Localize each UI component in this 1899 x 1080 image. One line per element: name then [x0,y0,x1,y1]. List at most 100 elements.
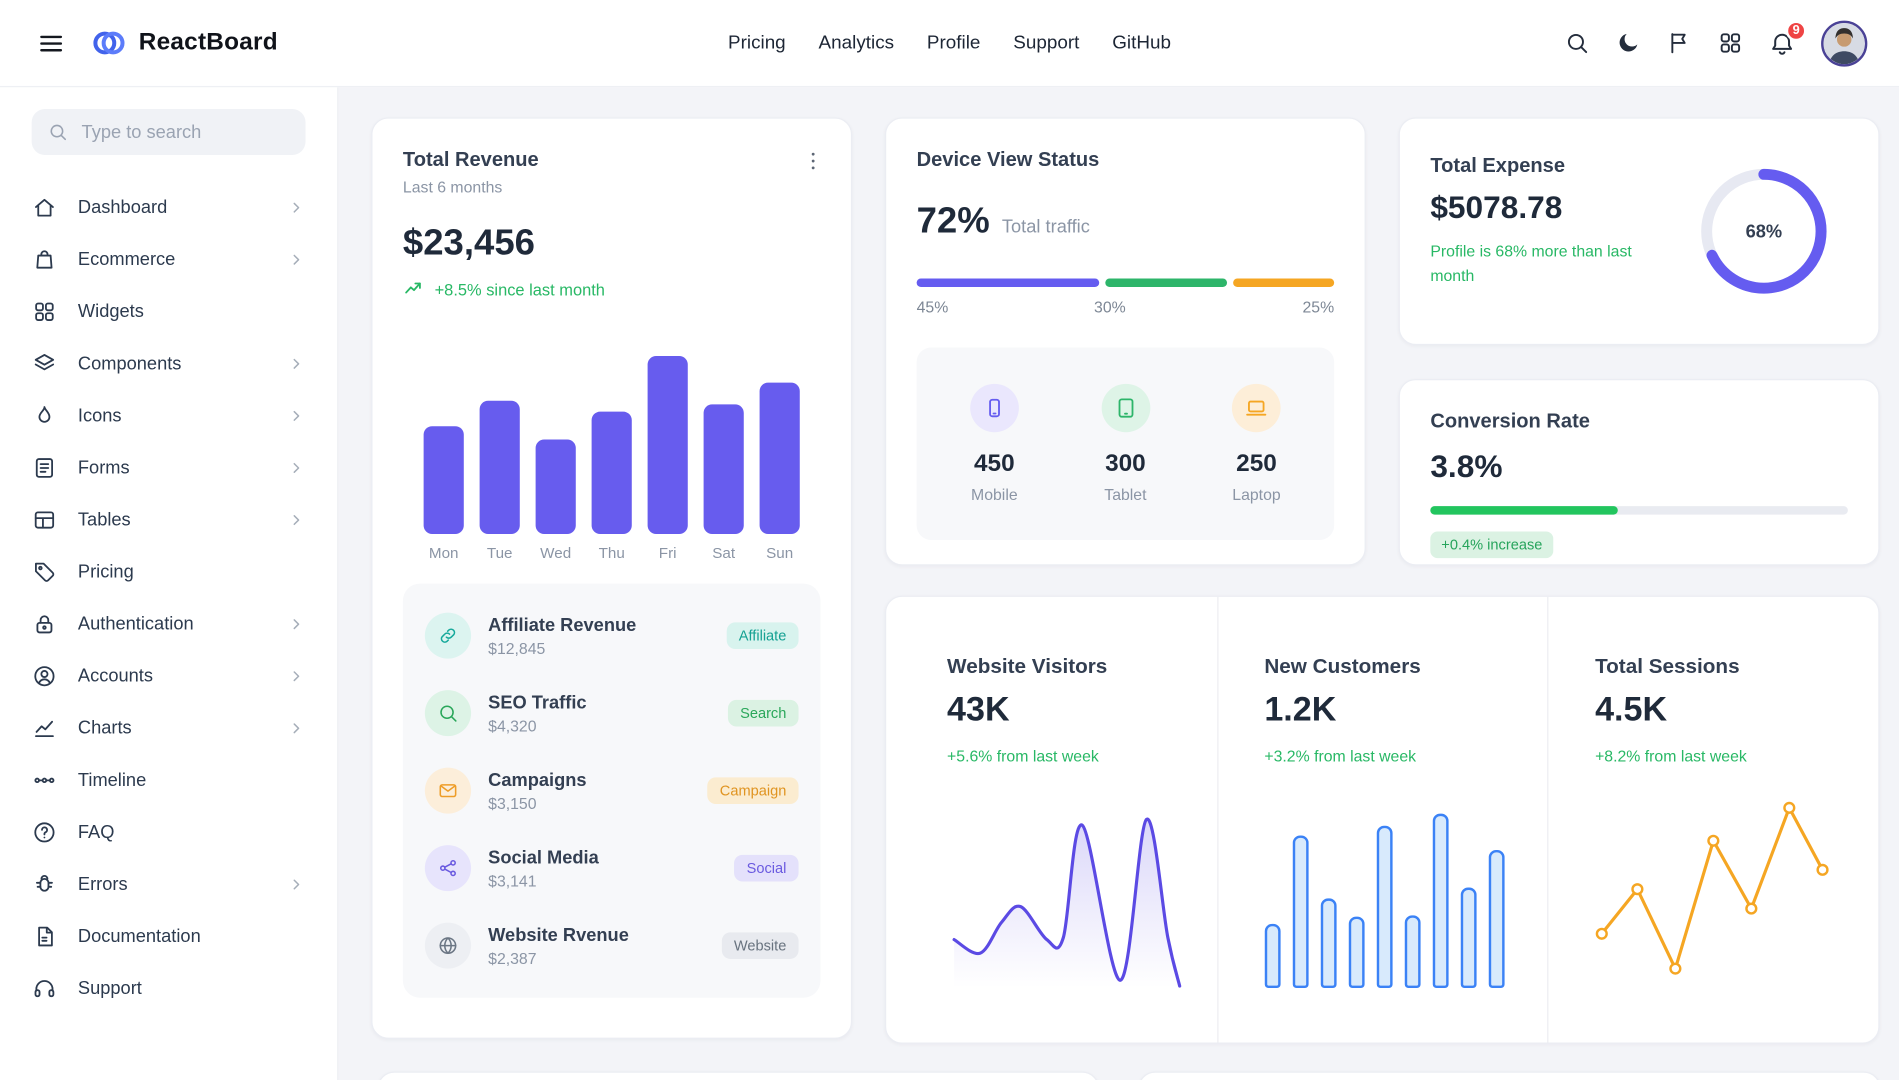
source-name: Website Rvenue [488,924,629,946]
sidebar-item-label: Authentication [77,613,194,635]
components-icon [32,351,58,376]
revenue-bar-fri: Fri [647,355,688,562]
partial-card-left [377,1071,1100,1080]
headset-icon [32,976,58,1001]
timeline-icon [32,768,58,793]
total-traffic-caption: Total traffic [1001,216,1090,238]
navbar-actions: 9 [1564,19,1868,66]
nav-link-pricing[interactable]: Pricing [728,32,786,54]
brand-name: ReactBoard [138,29,278,56]
revenue-card-subtitle: Last 6 months [402,177,503,197]
apps-grid-icon [1718,30,1744,55]
revenue-bar-chart: Mon Tue Wed Thu Fri Sat Sun [403,355,821,562]
sidebar-item-charts[interactable]: Charts [0,702,337,754]
device-stats-box: 450 Mobile 300 Tablet 250 Laptop [916,347,1335,541]
nav-link-github[interactable]: GitHub [1112,32,1171,54]
laptop-icon [1232,383,1281,433]
nav-link-profile[interactable]: Profile [926,32,981,54]
revenue-trend-text: +8.5% since last month [434,280,605,299]
sidebar-item-widgets[interactable]: Widgets [0,286,337,338]
device-tile-mobile: 450 Mobile [929,383,1060,504]
dark-mode-toggle[interactable] [1615,30,1641,55]
revenue-bar-tue: Tue [479,400,520,562]
top-navbar: ReactBoard Pricing Analytics Profile Suppor… [0,0,1899,88]
sidebar-item-label: Components [77,353,182,375]
stat-value: 4.5K [1595,690,1668,728]
hamburger-menu-button[interactable] [32,24,71,63]
sidebar-item-components[interactable]: Components [0,338,337,390]
table-icon [32,507,58,532]
nav-link-analytics[interactable]: Analytics [818,32,895,54]
revenue-bar-label: Sat [712,544,736,562]
sidebar-item-timeline[interactable]: Timeline [0,754,337,806]
revenue-source-seo-traffic: SEO Traffic $4,320 Search [424,674,799,751]
source-badge: Search [727,699,799,727]
sidebar-item-authentication[interactable]: Authentication [0,598,337,650]
sidebar-item-label: Charts [77,718,132,739]
sidebar-item-label: Ecommerce [77,249,176,271]
sidebar-item-forms[interactable]: Forms [0,442,337,494]
sidebar-item-support[interactable]: Support [0,963,337,1015]
notifications-button[interactable]: 9 [1769,19,1807,57]
device-view-status-card: Device View Status 72% Total traffic 45%… [884,117,1366,566]
traffic-segment-label: 30% [1094,297,1126,317]
chevron-right-icon [287,875,305,893]
share-icon [424,845,472,892]
sidebar-item-label: Errors [77,874,128,895]
sidebar-item-label: Pricing [77,561,134,583]
apps-menu-button[interactable] [1718,30,1744,55]
sidebar-item-label: Forms [77,457,130,479]
sidebar-item-pricing[interactable]: Pricing [0,546,337,598]
source-badge: Affiliate [726,622,799,649]
stat-delta: +5.6% from last week [947,747,1099,766]
sidebar-item-documentation[interactable]: Documentation [0,911,337,963]
nav-link-support[interactable]: Support [1013,32,1080,54]
revenue-bar-label: Wed [540,544,572,562]
stat-value: 43K [947,690,1010,728]
stat-title: Total Sessions [1595,655,1740,679]
sidebar-item-dashboard[interactable]: Dashboard [0,182,337,234]
sidebar-item-faq[interactable]: FAQ [0,806,337,858]
sidebar-search-input[interactable] [31,108,306,155]
donut-percent-label: 68% [1745,220,1783,242]
revenue-source-campaigns: Campaigns $3,150 Campaign [424,752,799,829]
sidebar-item-tables[interactable]: Tables [0,494,337,546]
revenue-card-title: Total Revenue [402,148,539,171]
sidebar-item-errors[interactable]: Errors [0,858,337,910]
sidebar-item-accounts[interactable]: Accounts [0,650,337,702]
total-revenue-amount: $23,456 [402,222,535,263]
sidebar-item-icons[interactable]: Icons [0,390,337,442]
revenue-source-social-media: Social Media $3,141 Social [424,829,799,906]
hamburger-icon [37,28,66,57]
user-avatar[interactable] [1821,19,1868,66]
device-tile-laptop: 250 Laptop [1191,383,1322,504]
sidebar-item-ecommerce[interactable]: Ecommerce [0,234,337,286]
mobile-icon [969,383,1019,433]
source-name: SEO Traffic [488,691,587,713]
source-value: $4,320 [488,716,537,735]
brand[interactable]: ReactBoard [90,24,278,62]
sidebar-item-label: Dashboard [77,197,168,218]
device-card-title: Device View Status [916,148,1100,171]
total-expense-amount: $5078.78 [1430,188,1563,226]
search-icon [424,690,472,737]
total-traffic: 72% Total traffic [917,201,1335,242]
conversion-rate-value: 3.8% [1430,447,1503,485]
source-badge: Social [734,854,799,882]
widgets-icon [32,299,58,324]
device-count: 250 [1236,450,1277,478]
device-count: 450 [974,450,1015,478]
search-button[interactable] [1564,30,1590,55]
flag-button[interactable] [1666,30,1692,55]
card-options-button[interactable] [799,147,828,176]
expense-card-title: Total Expense [1430,154,1566,177]
source-name: Affiliate Revenue [488,614,637,636]
expense-note: Profile is 68% more than last month [1430,242,1632,284]
traffic-segment-tablet [1105,278,1227,287]
document-icon [32,924,58,949]
lock-icon [32,611,58,636]
sessions-line-chart [1595,792,1854,988]
sidebar-item-label: Documentation [77,926,201,947]
shopping-bag-icon [32,247,58,272]
